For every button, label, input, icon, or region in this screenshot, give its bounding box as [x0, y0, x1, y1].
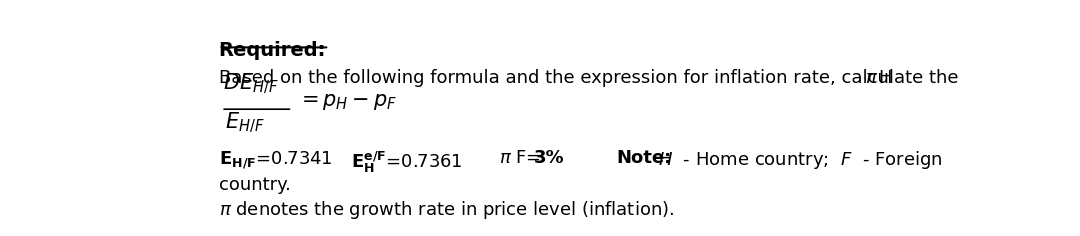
Text: 3%: 3%: [534, 149, 564, 167]
Text: $\pi$ denotes the growth rate in price level (inflation).: $\pi$ denotes the growth rate in price l…: [218, 199, 674, 221]
Text: Note:: Note:: [617, 149, 672, 167]
Text: $H$  - Home country;  $F$  - Foreign: $H$ - Home country; $F$ - Foreign: [658, 149, 943, 171]
Text: $E_{H/F}$: $E_{H/F}$: [226, 111, 265, 135]
Text: $= p_H - p_F$: $= p_H - p_F$: [297, 93, 397, 113]
Text: $\pi\,$H: $\pi\,$H: [865, 69, 892, 87]
Text: $DE_{H/F}$: $DE_{H/F}$: [222, 72, 279, 97]
Text: $\mathbf{E_H^{e/F}}$=0.7361: $\mathbf{E_H^{e/F}}$=0.7361: [351, 149, 462, 175]
Text: country.: country.: [218, 177, 291, 194]
Text: Required:: Required:: [218, 41, 326, 60]
Text: Based on the following formula and the expression for inflation rate, calculate : Based on the following formula and the e…: [218, 69, 964, 87]
Text: $\pi$ F=: $\pi$ F=: [499, 149, 543, 167]
Text: $\mathbf{E_{H/F}}$=0.7341: $\mathbf{E_{H/F}}$=0.7341: [218, 149, 333, 171]
